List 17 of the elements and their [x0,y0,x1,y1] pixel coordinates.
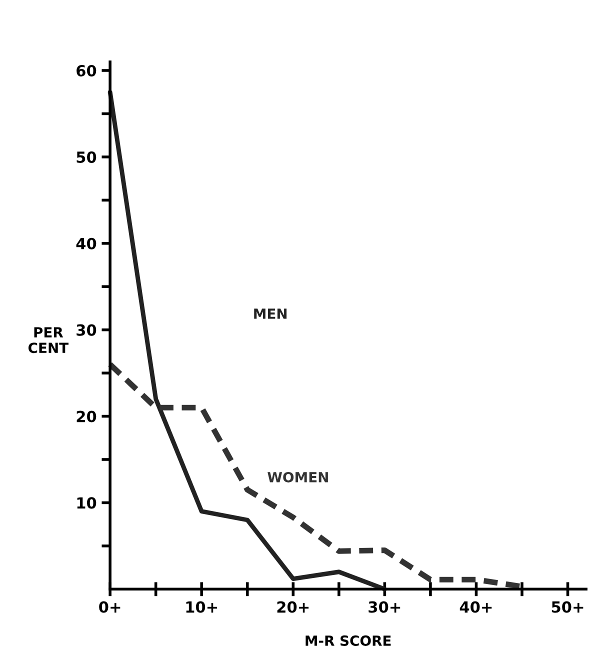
y-axis-title: PER CENT [28,327,69,354]
y-tick-label: 40 [76,238,96,250]
x-tick-label: 10+ [186,601,218,613]
y-tick-label: 30 [76,324,96,336]
x-tick-label: 30+ [368,601,400,613]
y-tick-label: 10 [77,497,96,509]
text: MEN [254,308,287,319]
series-label: WOMEN [268,472,328,482]
x-tick-label: 40+ [460,601,492,613]
y-tick-label: 60 [76,64,96,77]
x-tick-label: 20+ [277,601,309,613]
x-axis-title: M-R SCORE [306,635,391,646]
x-tick-label: 0+ [99,601,120,613]
y-tick-label: 20 [76,410,96,422]
x-tick-label: 50+ [552,601,584,613]
y-tick-label: 50 [76,151,96,163]
line-series [108,90,387,592]
